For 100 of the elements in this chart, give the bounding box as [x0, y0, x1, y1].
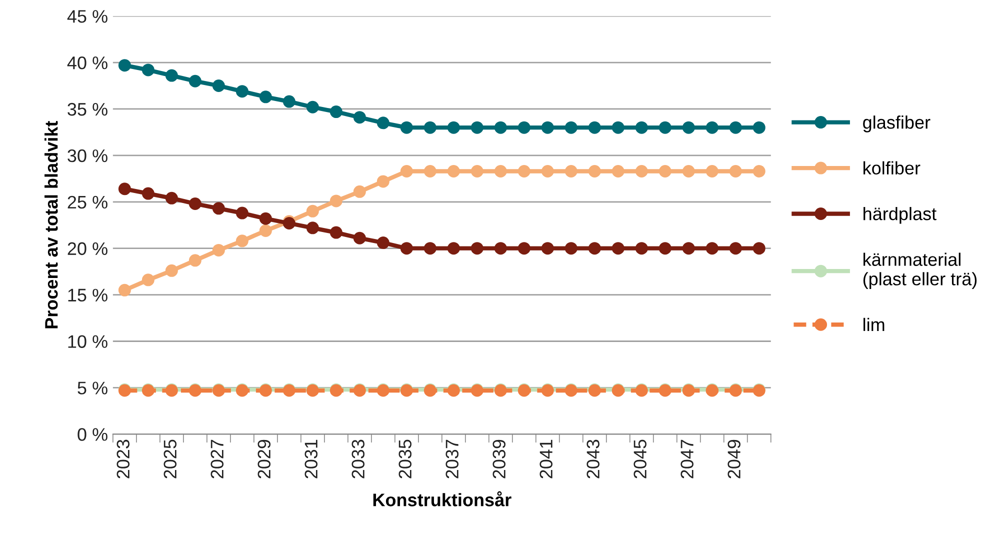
- point: [400, 242, 413, 255]
- point: [658, 121, 672, 134]
- point: [752, 242, 766, 255]
- y-axis-title: Procent av total bladvikt: [44, 120, 58, 328]
- point: [424, 242, 436, 255]
- y-tick-label: 40 %: [67, 56, 108, 70]
- legend-label: kärnmaterial (plast eller trä): [863, 252, 977, 289]
- point: [447, 164, 460, 178]
- point: [541, 164, 554, 178]
- point: [612, 242, 624, 255]
- point: [588, 164, 601, 178]
- point: [612, 164, 624, 178]
- point: [118, 59, 131, 72]
- point: [165, 69, 178, 82]
- legend-label: glasfiber: [863, 116, 930, 132]
- point: [635, 121, 648, 134]
- point: [706, 164, 718, 178]
- point: [518, 164, 530, 178]
- point: [400, 121, 413, 134]
- point: [353, 111, 366, 124]
- point: [682, 164, 695, 178]
- y-tick-label: 35 %: [68, 102, 108, 116]
- x-tick-label: 2039: [492, 440, 506, 478]
- y-tick-label: 10 %: [68, 335, 108, 348]
- point: [353, 185, 366, 198]
- x-tick-label: 2033: [352, 440, 365, 478]
- point: [306, 204, 319, 218]
- y-tick-label: 15 %: [68, 288, 108, 302]
- point: [682, 121, 695, 134]
- point: [541, 242, 554, 255]
- point: [635, 242, 648, 255]
- point: [447, 242, 460, 255]
- point: [353, 232, 366, 244]
- point: [236, 234, 248, 248]
- point: [330, 106, 342, 118]
- point: [729, 121, 742, 134]
- x-tick-label: 2045: [634, 440, 646, 478]
- y-tick-label: 25 %: [68, 196, 108, 209]
- point: [236, 85, 248, 98]
- point: [376, 175, 390, 188]
- point: [470, 164, 484, 178]
- point: [212, 202, 225, 215]
- point: [165, 264, 178, 277]
- x-axis-title: Konstruktionsår: [373, 491, 512, 506]
- point: [306, 222, 319, 234]
- point: [494, 242, 507, 255]
- point: [658, 242, 672, 255]
- point: [259, 224, 272, 237]
- x-tick-label: 2029: [258, 440, 271, 478]
- point: [588, 121, 601, 134]
- point: [588, 242, 601, 255]
- point: [494, 121, 507, 134]
- point: [236, 206, 248, 220]
- point: [259, 212, 272, 225]
- legend-label: kolfiber: [864, 161, 920, 175]
- legend-label: härdplast: [864, 206, 936, 224]
- x-tick-label: 2035: [398, 440, 412, 478]
- point: [682, 242, 695, 255]
- point: [330, 194, 342, 208]
- x-tick-label: 2025: [164, 440, 177, 478]
- point: [424, 121, 436, 134]
- point: [376, 116, 390, 130]
- x-tick-label: 2043: [586, 440, 600, 478]
- legend-label: lim: [864, 318, 884, 331]
- point: [424, 164, 436, 178]
- point: [706, 121, 718, 134]
- point: [564, 164, 578, 178]
- point: [212, 80, 225, 92]
- x-tick-label: 2049: [728, 440, 740, 478]
- point: [330, 226, 342, 239]
- point: [142, 64, 154, 76]
- point: [541, 121, 554, 134]
- y-tick-label: 45 %: [67, 10, 108, 23]
- point: [188, 74, 202, 88]
- point: [188, 254, 202, 267]
- point: [470, 242, 484, 255]
- point: [658, 164, 672, 178]
- point: [729, 242, 742, 255]
- point: [142, 187, 154, 200]
- x-tick-label: 2031: [304, 440, 318, 478]
- point: [118, 182, 131, 196]
- point: [518, 121, 530, 134]
- point: [470, 121, 484, 134]
- point: [729, 164, 742, 178]
- point: [118, 284, 131, 296]
- point: [188, 198, 202, 210]
- point: [142, 274, 154, 286]
- point: [306, 100, 319, 114]
- y-tick-label: 20 %: [68, 242, 108, 256]
- point: [518, 242, 530, 255]
- point: [165, 192, 178, 204]
- point: [282, 95, 296, 108]
- point: [447, 121, 460, 134]
- point: [259, 90, 272, 104]
- point: [400, 164, 413, 178]
- point: [564, 242, 578, 255]
- point: [494, 164, 507, 178]
- point: [752, 121, 766, 134]
- y-tick-label: 30 %: [68, 149, 108, 162]
- y-tick-label: 0 %: [78, 428, 108, 441]
